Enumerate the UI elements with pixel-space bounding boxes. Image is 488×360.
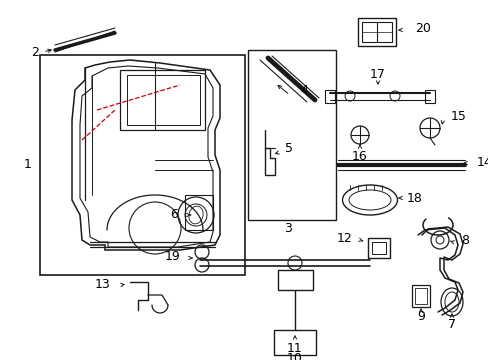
Bar (40, 55, 244, 275)
Text: 12: 12 (336, 231, 351, 244)
Text: 5: 5 (285, 143, 292, 156)
Text: 3: 3 (284, 221, 291, 234)
Bar (325, 90, 334, 103)
Text: 1: 1 (24, 158, 32, 171)
Text: 13: 13 (94, 278, 110, 291)
Text: 15: 15 (450, 111, 466, 123)
Bar (357, 18, 395, 46)
Text: 9: 9 (416, 310, 424, 324)
Text: 16: 16 (351, 150, 367, 163)
Bar (273, 330, 315, 355)
Text: 17: 17 (369, 68, 385, 81)
Bar (411, 285, 429, 307)
Bar (371, 242, 385, 254)
Text: 4: 4 (299, 85, 307, 98)
Bar (361, 22, 391, 42)
Text: 14: 14 (476, 157, 488, 170)
Text: 11: 11 (286, 342, 302, 355)
Bar (278, 270, 312, 290)
Text: 20: 20 (414, 22, 430, 36)
Text: 8: 8 (460, 234, 468, 248)
Text: 2: 2 (31, 45, 39, 58)
Text: 7: 7 (447, 319, 455, 332)
Text: 10: 10 (286, 351, 303, 360)
Bar (247, 50, 335, 220)
Bar (424, 90, 434, 103)
Bar (414, 288, 426, 304)
Text: 18: 18 (406, 192, 422, 204)
Text: 19: 19 (164, 251, 180, 264)
Bar (184, 195, 213, 230)
Text: 6: 6 (170, 208, 178, 221)
Bar (367, 238, 389, 258)
